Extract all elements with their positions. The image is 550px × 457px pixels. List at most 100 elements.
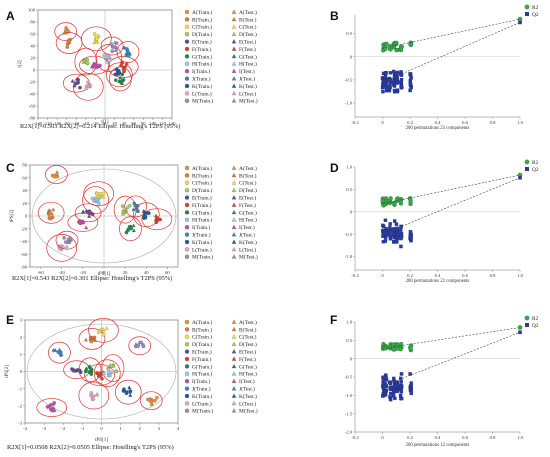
x-tick-label: -60	[73, 121, 80, 126]
train-point	[97, 196, 102, 200]
q2-permutation-point	[399, 80, 403, 84]
y-tick-label: 1	[20, 352, 23, 357]
q2-permutation-point	[409, 235, 413, 240]
legend-train-label: J(Train.)	[192, 232, 211, 239]
group-ellipse	[78, 328, 106, 350]
q2-permutation-point	[387, 85, 392, 89]
cluster-a	[139, 391, 163, 411]
q2-permutation-point	[395, 80, 400, 84]
x-tick-label: 20	[123, 270, 128, 275]
train-point	[127, 204, 132, 208]
x-tick-label: 0.2	[407, 120, 413, 125]
legend-train-label: M(Train.)	[192, 98, 213, 105]
r2-permutation-point	[391, 347, 396, 352]
x-tick-label: 4	[177, 426, 180, 431]
legend-train-marker	[184, 393, 190, 399]
group-ellipse	[116, 41, 140, 63]
x-axis-label: t[1]	[101, 120, 109, 125]
score-caption: R2X[1]=0.543 R2X[2]=0.301 Ellipse: Hotel…	[12, 275, 172, 282]
group-ellipse	[46, 234, 78, 262]
legend-train-marker	[184, 17, 190, 22]
train-point	[102, 371, 106, 376]
y-tick-label: 0.5	[346, 31, 352, 36]
legend-test-marker	[231, 341, 237, 346]
q2-original-point	[518, 20, 522, 25]
legend-train-marker	[184, 165, 190, 171]
legend-test-label: C(Test.)	[239, 334, 257, 341]
train-point	[52, 174, 56, 179]
q2-permutation-point	[408, 83, 413, 87]
y-tick-label: -1.5	[345, 411, 353, 416]
q2-permutation-point	[388, 71, 393, 75]
legend-test-marker	[231, 239, 237, 244]
q2-permutation-point	[399, 224, 403, 229]
train-point	[89, 367, 94, 372]
y-tick-label: -2.0	[345, 430, 353, 435]
cluster-l	[78, 381, 110, 410]
y-tick-label: -1.0	[345, 254, 353, 259]
y-tick-label: 80	[22, 163, 27, 168]
group-ellipse	[139, 391, 163, 411]
q2-permutation-point	[408, 72, 412, 76]
test-point	[131, 223, 136, 228]
legend-train-marker	[184, 408, 190, 413]
group-ellipse	[63, 360, 90, 380]
q2-permutation-point	[394, 222, 399, 226]
r2-permutation-point	[388, 196, 393, 201]
q2-permutation-point	[388, 382, 393, 386]
cluster-h	[95, 44, 123, 72]
train-point	[50, 215, 55, 220]
train-point	[141, 344, 146, 349]
cluster-m	[128, 336, 152, 356]
r2-permutation-point	[394, 48, 399, 53]
q2-permutation-point	[398, 393, 403, 398]
y-tick-label: -0.5	[345, 232, 353, 237]
legend-q2-label: Q2	[532, 12, 539, 18]
legend-test-label: K(Test.)	[239, 239, 257, 246]
y-tick-label: -60	[21, 252, 28, 257]
test-point	[104, 326, 109, 330]
test-point	[125, 205, 130, 209]
test-point	[149, 399, 154, 403]
test-point	[109, 370, 114, 374]
legend-test-label: I(Test.)	[239, 224, 255, 231]
legend-train-marker	[184, 334, 190, 339]
y-tick-label: -3	[18, 421, 23, 426]
train-point	[125, 47, 129, 51]
test-point	[141, 208, 146, 213]
x-tick-label: 0.2	[407, 435, 413, 440]
q2-permutation-point	[388, 398, 393, 402]
legend-test-marker	[231, 246, 237, 252]
legend-train-marker	[184, 342, 190, 347]
train-point	[62, 236, 66, 240]
train-point	[101, 191, 106, 196]
x-tick-label: 0.8	[490, 273, 496, 278]
q2-permutation-point	[399, 228, 403, 232]
legend-test-label: J(Test.)	[239, 76, 255, 83]
train-point	[76, 80, 80, 85]
q2-permutation-point	[384, 85, 388, 90]
legend-train-label: J(Train.)	[192, 386, 211, 393]
test-point	[123, 63, 128, 68]
train-point	[136, 209, 140, 214]
legend-test-marker	[231, 61, 237, 66]
q2-permutation-point	[383, 374, 387, 379]
legend-test-marker	[231, 224, 237, 229]
group-ellipse	[114, 379, 142, 405]
legend-train-marker	[184, 83, 190, 89]
cluster-c	[81, 26, 112, 52]
cluster-d	[101, 354, 125, 382]
legend-test-label: A(Test.)	[239, 9, 257, 16]
legend-train-marker	[184, 69, 190, 74]
legend-test-marker	[231, 349, 237, 354]
q2-permutation-point	[399, 231, 403, 236]
y-tick-label: -0.5	[345, 375, 353, 380]
test-point	[128, 393, 133, 397]
cluster-d	[113, 195, 137, 224]
legend-train-label: F(Train.)	[192, 202, 212, 209]
y-tick-label: -80	[29, 116, 36, 121]
test-point	[65, 40, 70, 45]
cluster-g	[78, 357, 102, 383]
legend-test-marker	[231, 400, 237, 406]
